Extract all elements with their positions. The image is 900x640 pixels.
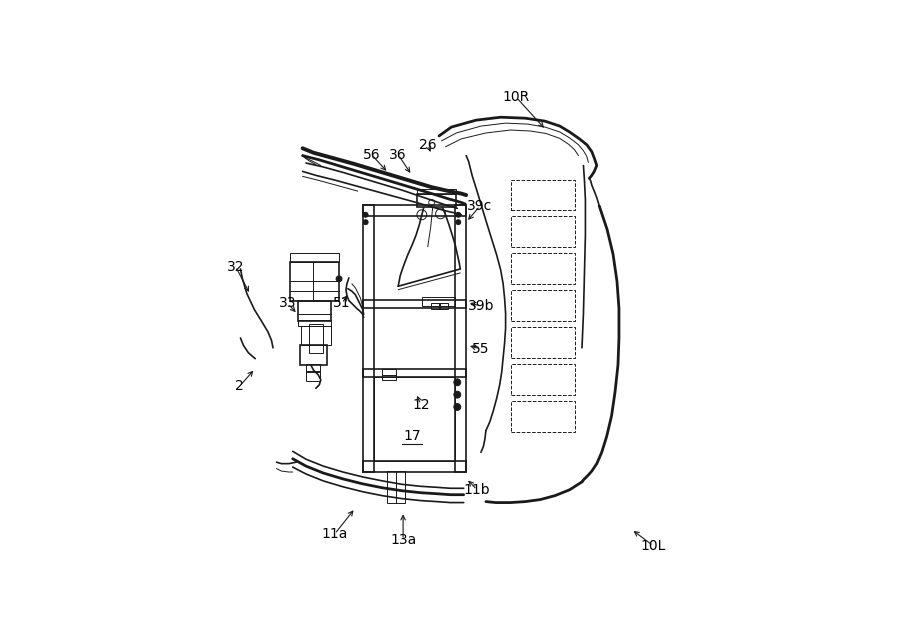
Bar [510, 253, 574, 284]
Bar [306, 371, 319, 381]
Bar [290, 253, 339, 262]
Bar [310, 324, 323, 353]
Circle shape [364, 212, 368, 217]
Text: 2: 2 [235, 380, 244, 393]
Bar [510, 290, 574, 321]
Bar [300, 346, 327, 365]
Bar [382, 369, 396, 380]
Bar [363, 300, 466, 308]
Bar [510, 216, 574, 247]
Bar [298, 301, 331, 321]
Text: 10L: 10L [641, 539, 666, 553]
Bar [422, 297, 455, 306]
Text: 32: 32 [227, 260, 244, 273]
Bar [417, 193, 456, 207]
Text: 51: 51 [333, 296, 351, 310]
Text: 33: 33 [279, 296, 296, 310]
Circle shape [364, 220, 368, 225]
Text: 11b: 11b [464, 483, 490, 497]
Bar [306, 364, 319, 372]
Circle shape [454, 391, 461, 398]
Bar [363, 205, 466, 216]
Text: 12: 12 [412, 397, 429, 412]
Text: 36: 36 [390, 148, 407, 162]
Circle shape [455, 212, 461, 217]
Text: 39c: 39c [467, 199, 492, 213]
Bar [290, 262, 339, 301]
Text: 39b: 39b [468, 299, 494, 313]
Bar [455, 205, 466, 472]
Bar [510, 327, 574, 358]
Text: 56: 56 [363, 148, 381, 162]
Bar [431, 303, 439, 309]
Bar [302, 326, 330, 346]
Circle shape [454, 379, 461, 386]
Bar [510, 401, 574, 431]
Bar [298, 320, 331, 326]
Bar [363, 369, 466, 378]
Bar [363, 205, 374, 472]
Text: 26: 26 [418, 138, 436, 152]
Bar [510, 180, 574, 210]
Bar [387, 471, 405, 503]
Circle shape [455, 220, 461, 225]
Bar [439, 303, 448, 309]
Bar [417, 189, 456, 193]
Bar [374, 378, 455, 461]
Text: 13a: 13a [390, 533, 416, 547]
Text: 55: 55 [472, 342, 490, 356]
Bar [510, 364, 574, 395]
Circle shape [336, 276, 342, 282]
Text: 17: 17 [403, 429, 421, 442]
Text: 10R: 10R [503, 90, 530, 104]
Circle shape [454, 404, 461, 410]
Text: 11a: 11a [321, 527, 347, 541]
Bar [363, 461, 466, 472]
